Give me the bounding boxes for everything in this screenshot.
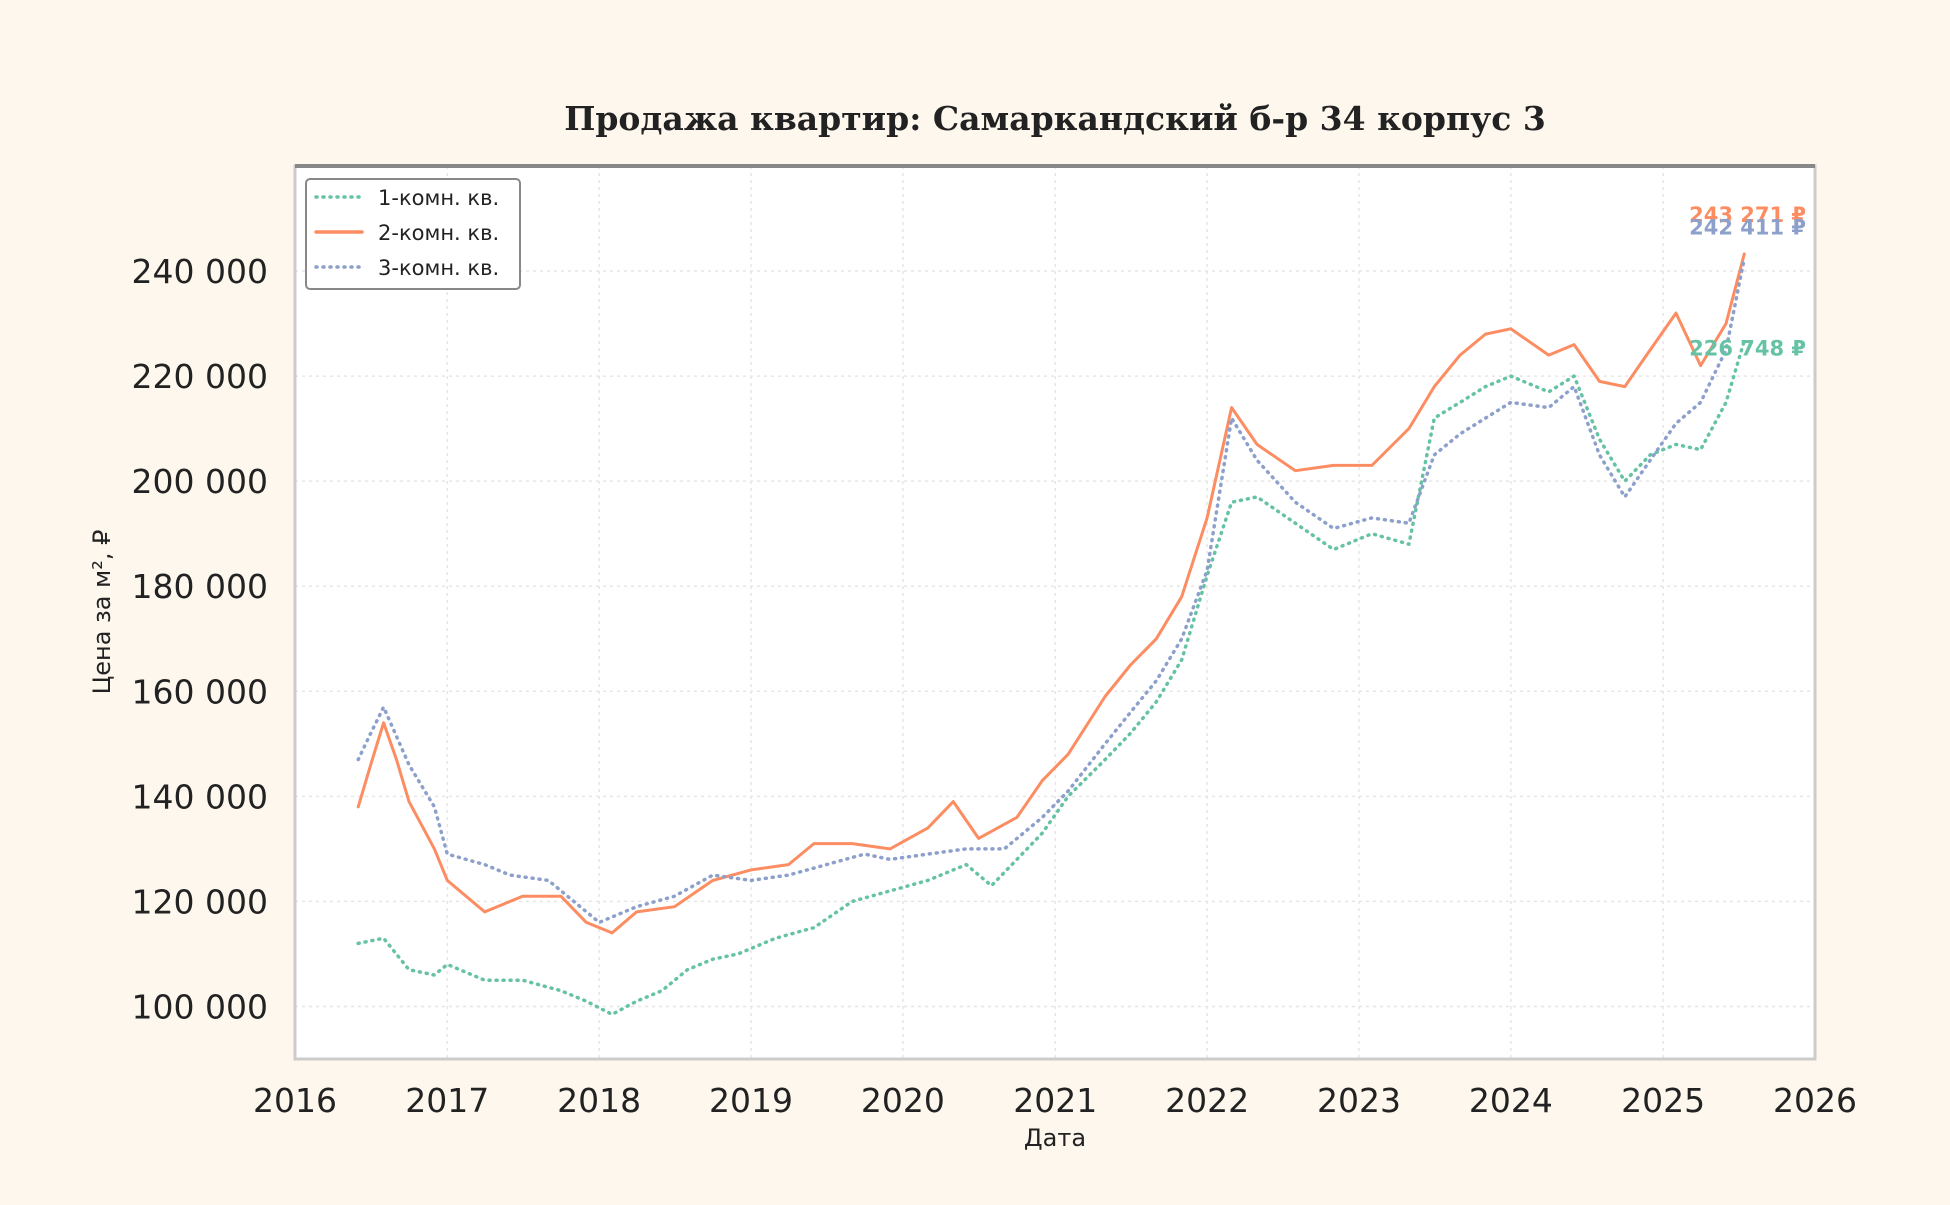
y-axis-label: Цена за м², ₽ (88, 530, 116, 695)
y-tick-label: 100 000 (132, 987, 268, 1026)
x-tick-label: 2018 (557, 1081, 641, 1120)
legend-label-1: 1-комн. кв. (378, 186, 499, 210)
series-line-3 (356, 256, 1747, 925)
series-end-label-1: 226 748 ₽ (1689, 337, 1806, 361)
legend-label-2: 2-комн. кв. (378, 221, 499, 245)
series-line-1 (356, 338, 1747, 1017)
x-tick-label: 2020 (861, 1081, 945, 1120)
x-tick-label: 2025 (1621, 1081, 1705, 1120)
x-tick-label: 2019 (709, 1081, 793, 1120)
series-line-2 (356, 252, 1746, 935)
legend-box (305, 178, 521, 290)
x-tick-label: 2023 (1317, 1081, 1401, 1120)
x-tick-label: 2022 (1165, 1081, 1249, 1120)
series-end-label-2: 243 271 ₽ (1689, 203, 1806, 227)
legend-label-3: 3-комн. кв. (378, 256, 499, 280)
x-tick-label: 2026 (1773, 1081, 1857, 1120)
legend: 1-комн. кв. 2-комн. кв. 3-комн. кв. (305, 178, 521, 290)
y-tick-label: 120 000 (132, 882, 268, 921)
x-axis-ticks: 2016 2017 2018 2019 2020 2021 2022 2023 2024 2025… (253, 1081, 1857, 1120)
x-tick-label: 2024 (1469, 1081, 1553, 1120)
y-tick-label: 220 000 (132, 357, 268, 396)
y-tick-label: 140 000 (132, 777, 268, 816)
x-tick-label: 2021 (1013, 1081, 1097, 1120)
y-axis-ticks: 100 000 120 000 140 000 160 000 180 000 200 0… (132, 252, 268, 1026)
y-tick-label: 200 000 (132, 462, 268, 501)
chart-title: Продажа квартир: Самаркандский б-р 34 ко… (564, 99, 1546, 138)
x-tick-label: 2016 (253, 1081, 337, 1120)
series-layer (356, 252, 1747, 1017)
y-tick-label: 240 000 (132, 252, 268, 291)
series-end-label-3: 242 411 ₽ (1689, 215, 1806, 239)
y-tick-label: 160 000 (132, 672, 268, 711)
end-labels: 226 748 ₽ 243 271 ₽242 411 ₽ (1689, 203, 1806, 361)
y-tick-label: 180 000 (132, 567, 268, 606)
x-tick-label: 2017 (405, 1081, 489, 1120)
x-axis-label: Дата (1024, 1124, 1086, 1152)
